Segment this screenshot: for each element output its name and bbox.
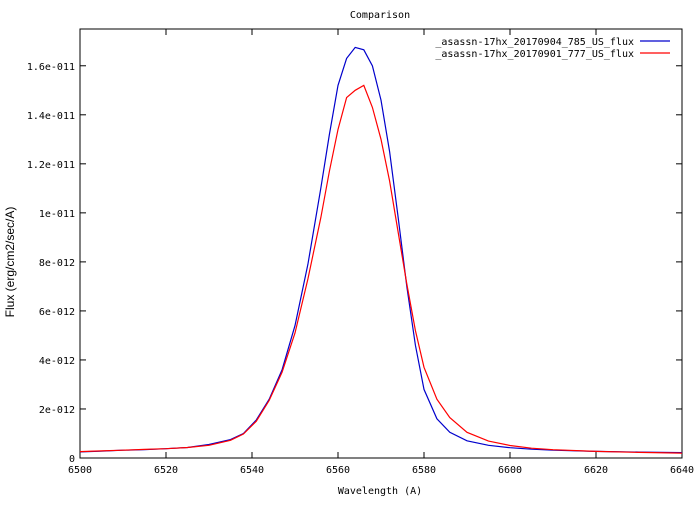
x-axis-label: Wavelength (A) bbox=[338, 486, 422, 497]
y-tick-label: 4e-012 bbox=[39, 356, 75, 367]
x-tick-label: 6500 bbox=[68, 465, 92, 476]
chart-title: Comparison bbox=[350, 10, 410, 21]
y-tick-label: 1.2e-011 bbox=[27, 160, 75, 171]
x-tick-label: 6640 bbox=[670, 465, 694, 476]
x-tick-label: 6520 bbox=[154, 465, 178, 476]
y-tick-label: 1e-011 bbox=[39, 209, 75, 220]
series-lines bbox=[79, 46, 683, 454]
axis-ticks: 6500 6520 6540 6560 6580 6600 6620 6640 0 2e-012 4… bbox=[27, 29, 694, 476]
series-line-1 bbox=[79, 46, 683, 454]
x-tick-label: 6540 bbox=[240, 465, 264, 476]
series-line-2 bbox=[79, 84, 683, 454]
legend-label: _asassn-17hx_20170904_785_US_flux bbox=[435, 37, 634, 48]
x-tick-label: 6560 bbox=[326, 465, 350, 476]
y-tick-label: 8e-012 bbox=[39, 258, 75, 269]
y-tick-label: 0 bbox=[69, 454, 75, 465]
y-tick-label: 1.4e-011 bbox=[27, 111, 75, 122]
y-tick-label: 6e-012 bbox=[39, 307, 75, 318]
plot-frame bbox=[79, 28, 683, 459]
x-tick-label: 6600 bbox=[498, 465, 522, 476]
y-axis-label: Flux (erg/cm2/sec/A) bbox=[3, 207, 17, 318]
y-tick-label: 1.6e-011 bbox=[27, 62, 75, 73]
y-tick-label: 2e-012 bbox=[39, 405, 75, 416]
x-tick-label: 6580 bbox=[412, 465, 436, 476]
x-tick-label: 6620 bbox=[584, 465, 608, 476]
legend: _asassn-17hx_20170904_785_US_flux_asassn… bbox=[435, 37, 670, 60]
legend-label: _asassn-17hx_20170901_777_US_flux bbox=[435, 49, 634, 60]
